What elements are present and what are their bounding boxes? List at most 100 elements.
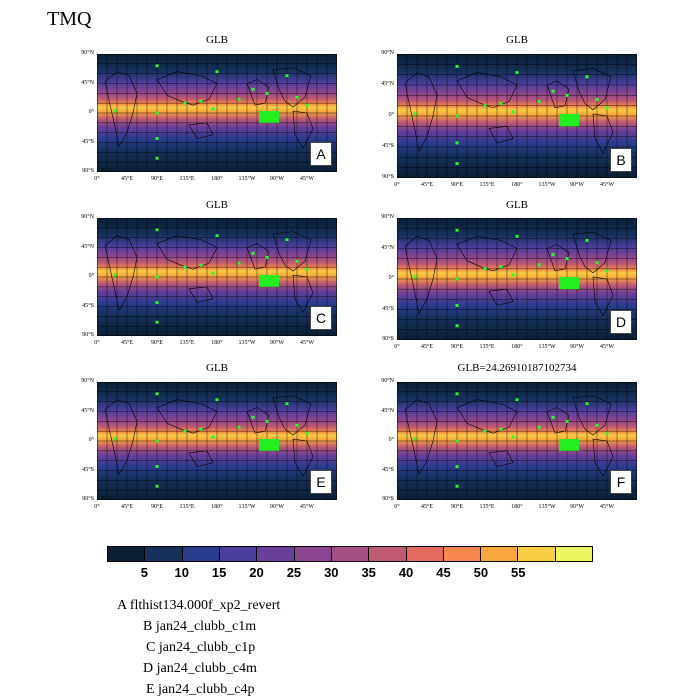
lat-tick-label: 90°N [81, 378, 94, 384]
lon-tick-label: 90°E [150, 504, 164, 510]
colorbar-swatch [257, 547, 295, 561]
lon-tick-label: 90°E [450, 504, 464, 510]
map-plot [397, 218, 637, 340]
colorbar-swatch [182, 547, 220, 561]
lat-tick-label: 90°S [82, 332, 94, 338]
colorbar-label: 55 [510, 565, 526, 580]
legend-entry: E jan24_clubb_c4p [146, 682, 255, 697]
panel-title: GLB [506, 34, 528, 46]
colorbar-label: 50 [473, 565, 489, 580]
lon-tick-label: 180° [211, 176, 223, 182]
lat-tick-label: 45°S [82, 466, 94, 473]
lon-tick-label: 135°W [238, 504, 256, 510]
lon-tick-label: 90°E [450, 344, 464, 350]
lat-tick-label: 45°N [81, 407, 94, 414]
lon-tick-label: 45°W [599, 182, 615, 188]
lon-tick-label: 90°E [450, 182, 464, 188]
colorbar-label: 30 [324, 565, 339, 580]
colorbar-swatch [219, 547, 258, 561]
lon-tick-label: 180° [511, 344, 523, 350]
lon-tick-label: 90°W [269, 176, 285, 182]
lon-tick-label: 135°E [179, 340, 195, 346]
map-plot [397, 382, 637, 500]
lat-tick-label: 90°N [381, 50, 394, 56]
lon-tick-label: 0° [394, 182, 400, 188]
lon-tick-label: 135°E [179, 176, 195, 182]
lon-tick-label: 90°W [269, 504, 285, 510]
lat-tick-label: 45°N [381, 407, 394, 414]
lon-tick-label: 45°E [120, 340, 134, 346]
panel-letter-tag: C [310, 306, 332, 330]
lon-tick-label: 0° [394, 504, 400, 510]
lon-tick-label: 0° [94, 504, 100, 510]
colorbar-label: 10 [174, 565, 189, 580]
lat-tick-label: 0° [88, 437, 94, 443]
lon-tick-label: 45°W [299, 340, 315, 346]
lon-tick-label: 45°W [599, 344, 615, 350]
lon-tick-label: 135°W [538, 182, 556, 188]
lon-tick-label: 180° [511, 504, 523, 510]
panel-title: GLB [206, 34, 228, 46]
colorbar-swatch [145, 547, 183, 561]
lat-tick-label: 0° [388, 112, 394, 118]
panel-letter-tag: B [610, 148, 632, 172]
lon-tick-label: 0° [94, 340, 100, 346]
lon-tick-label: 45°E [420, 344, 434, 350]
lon-tick-label: 45°W [299, 504, 315, 510]
lon-tick-label: 135°E [479, 182, 495, 188]
lat-tick-label: 45°S [382, 305, 394, 312]
lat-tick-label: 90°N [81, 214, 94, 220]
lon-tick-label: 135°E [479, 504, 495, 510]
panel-letter-tag: E [310, 470, 332, 494]
colorbar-swatch [108, 547, 146, 561]
lon-tick-label: 45°E [420, 504, 434, 510]
lon-tick-label: 180° [511, 182, 523, 188]
colorbar-swatch [443, 547, 482, 561]
lat-tick-label: 45°S [82, 138, 94, 145]
legend-entry: A flthist134.000f_xp2_revert [117, 598, 281, 613]
panel-title: GLB [206, 362, 228, 374]
colorbar-swatch [331, 547, 370, 561]
lon-tick-label: 135°W [238, 340, 256, 346]
colorbar-label: 15 [211, 565, 227, 580]
panel-title: GLB=24.26910187102734 [457, 362, 577, 374]
colorbar-swatch [518, 547, 556, 561]
lat-tick-label: 90°S [382, 496, 394, 502]
lat-tick-label: 45°N [381, 81, 394, 87]
lat-tick-label: 90°N [81, 50, 94, 56]
lat-tick-label: 45°N [81, 79, 94, 86]
lat-tick-label: 90°N [381, 378, 394, 384]
legend-entry: B jan24_clubb_c1m [143, 619, 257, 634]
panel-title: GLB [506, 199, 528, 211]
legend-entry: C jan24_clubb_c1p [146, 640, 256, 655]
lon-tick-label: 45°E [120, 504, 134, 510]
lat-tick-label: 90°S [82, 168, 94, 174]
lat-tick-label: 45°S [382, 466, 394, 473]
lon-tick-label: 45°W [599, 504, 615, 510]
lon-tick-label: 90°W [569, 504, 585, 510]
panel-title: GLB [206, 199, 228, 211]
lon-tick-label: 90°W [569, 344, 585, 350]
lon-tick-label: 45°E [120, 176, 134, 182]
colorbar-swatch [481, 547, 519, 561]
colorbar-label: 20 [249, 565, 264, 580]
lon-tick-label: 45°W [299, 176, 315, 182]
legend-entry: D jan24_clubb_c4m [143, 661, 257, 676]
lat-tick-label: 0° [88, 273, 94, 279]
lon-tick-label: 180° [211, 504, 223, 510]
map-plot [397, 54, 637, 178]
colorbar-swatch [406, 547, 444, 561]
lon-tick-label: 45°E [420, 182, 434, 188]
colorbar-label: 5 [140, 565, 148, 580]
lon-tick-label: 180° [211, 340, 223, 346]
lat-tick-label: 45°N [81, 243, 94, 250]
colorbar-label: 40 [398, 565, 414, 580]
colorbar-swatch [369, 547, 407, 561]
colorbar [107, 546, 593, 562]
colorbar-label: 35 [361, 565, 376, 580]
lat-tick-label: 45°S [382, 143, 394, 149]
lon-tick-label: 90°W [569, 182, 585, 188]
lat-tick-label: 45°N [381, 244, 394, 251]
lon-tick-label: 90°W [269, 340, 285, 346]
lat-tick-label: 0° [388, 437, 394, 443]
